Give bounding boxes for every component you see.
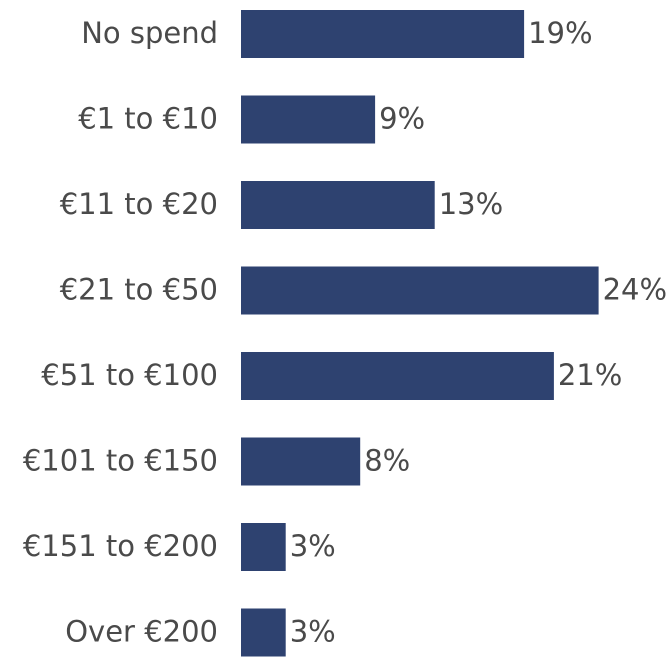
category-label: €101 to €150 xyxy=(23,444,218,478)
value-label: 9% xyxy=(379,102,425,136)
bar xyxy=(241,437,361,486)
bar xyxy=(241,266,599,315)
bar xyxy=(241,181,435,229)
value-label: 21% xyxy=(558,358,622,392)
bar xyxy=(241,608,286,657)
bar xyxy=(241,352,554,400)
value-label: 3% xyxy=(290,529,336,563)
value-label: 3% xyxy=(290,615,336,649)
category-label: €151 to €200 xyxy=(23,529,218,563)
value-label: 24% xyxy=(603,273,667,307)
value-label: 19% xyxy=(528,16,592,50)
value-label: 13% xyxy=(439,187,503,221)
category-label: €1 to €10 xyxy=(78,102,218,136)
category-label: €21 to €50 xyxy=(60,273,218,307)
bar xyxy=(241,95,376,144)
category-label: €51 to €100 xyxy=(41,358,218,392)
value-label: 8% xyxy=(364,444,410,478)
bar xyxy=(241,523,286,571)
category-label: Over €200 xyxy=(65,615,218,649)
bar xyxy=(241,10,525,58)
category-label: No spend xyxy=(81,16,218,50)
category-label: €11 to €20 xyxy=(60,187,218,221)
